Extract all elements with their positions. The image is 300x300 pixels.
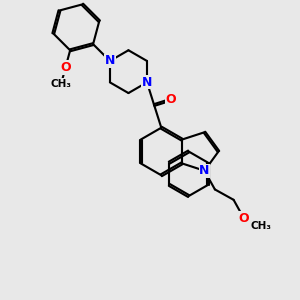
Text: CH₃: CH₃ (250, 221, 271, 231)
Text: N: N (142, 76, 152, 89)
Text: N: N (199, 164, 210, 177)
Text: O: O (166, 93, 176, 106)
Text: O: O (239, 212, 249, 225)
Text: CH₃: CH₃ (51, 79, 72, 88)
Text: O: O (60, 61, 71, 74)
Text: N: N (105, 55, 115, 68)
